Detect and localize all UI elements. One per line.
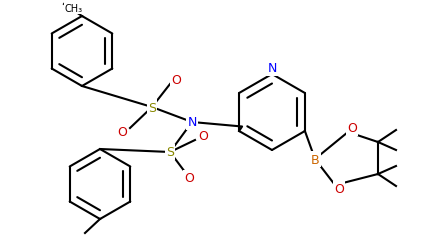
Text: O: O <box>334 183 344 196</box>
Text: N: N <box>267 62 277 75</box>
Text: O: O <box>198 130 208 143</box>
Text: O: O <box>184 172 194 185</box>
Text: B: B <box>311 153 319 166</box>
Text: S: S <box>148 101 156 114</box>
Text: O: O <box>171 74 181 87</box>
Text: O: O <box>117 126 127 139</box>
Text: CH₃: CH₃ <box>65 4 83 14</box>
Text: N: N <box>187 116 197 129</box>
Text: O: O <box>347 122 357 135</box>
Text: S: S <box>166 146 174 159</box>
